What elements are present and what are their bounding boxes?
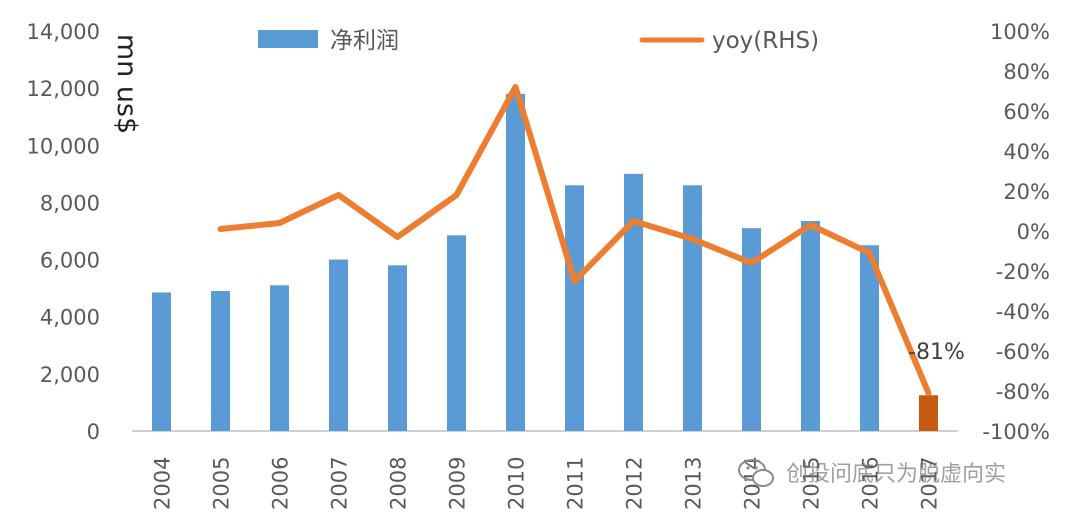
y2-tick-label: 60% <box>1003 100 1050 124</box>
y-tick-label: 8,000 <box>40 191 100 215</box>
y2-tick-label: 80% <box>1003 60 1050 84</box>
y2-tick-label: 40% <box>1003 140 1050 164</box>
legend: 净利润 yoy(RHS) <box>258 28 819 54</box>
bar-2007 <box>329 259 348 431</box>
yoy-point-2005 <box>219 227 222 231</box>
yoy-point-2017 <box>927 391 930 395</box>
bar-2016 <box>860 245 879 431</box>
x-tick-label: 2017 <box>918 457 942 510</box>
y2-tick-label: 20% <box>1003 180 1050 204</box>
y2-tick-label: -100% <box>982 420 1050 444</box>
x-tick-label: 2013 <box>682 457 706 510</box>
watermark-text: 创投问底只为脱虚向实 <box>786 462 1006 487</box>
bar-2010 <box>506 93 525 431</box>
yoy-point-2006 <box>278 221 281 225</box>
bar-2017 <box>919 395 938 431</box>
yoy-point-2009 <box>455 193 458 197</box>
yoy-point-2008 <box>396 235 399 239</box>
bar-2005 <box>211 291 230 431</box>
bar-2015 <box>801 221 820 431</box>
y2-tick-label: -80% <box>996 380 1050 404</box>
watermark: 创投问底只为脱虚向实 <box>738 459 1006 487</box>
y2-tick-label: -60% <box>996 340 1050 364</box>
y-tick-label: 0 <box>87 420 100 444</box>
bar-2013 <box>683 185 702 431</box>
wechat-icon <box>738 459 774 487</box>
yoy-point-2015 <box>809 223 812 227</box>
x-tick-label: 2007 <box>328 457 352 510</box>
yoy-point-2011 <box>573 279 576 283</box>
bar-2006 <box>270 285 289 431</box>
bar-series <box>152 93 938 431</box>
bar-2004 <box>152 292 171 431</box>
yoy-point-2016 <box>868 251 871 255</box>
yoy-point-2013 <box>691 237 694 241</box>
annotation-label: -81% <box>908 340 965 365</box>
x-tick-label: 2012 <box>623 457 647 510</box>
right-axis-ticks: -100% -80% -60% -40% -20% 0% 20% 40% 60% 80% 100% <box>982 20 1050 444</box>
yoy-point-2010 <box>514 85 517 89</box>
yoy-point-2014 <box>750 261 753 265</box>
legend-swatch-bar <box>258 30 318 48</box>
line-series <box>217 84 932 396</box>
y-tick-label: 4,000 <box>40 306 100 330</box>
bar-2009 <box>447 235 466 431</box>
x-tick-label: 2015 <box>800 457 824 510</box>
y2-tick-label: 0% <box>1017 220 1050 244</box>
bar-2008 <box>388 265 407 431</box>
bar-2012 <box>624 173 643 431</box>
y-axis-label: mn us$ <box>111 34 142 134</box>
left-axis-ticks: 0 2,000 4,000 6,000 8,000 10,000 12,000 14,000 <box>27 20 100 444</box>
x-tick-label: 2008 <box>387 457 411 510</box>
y-tick-label: 14,000 <box>27 20 100 44</box>
x-tick-label: 2004 <box>151 457 175 510</box>
y-tick-label: 10,000 <box>27 134 100 158</box>
y2-tick-label: -40% <box>996 300 1050 324</box>
y-tick-label: 12,000 <box>27 77 100 101</box>
x-tick-label: 2006 <box>269 457 293 510</box>
y-tick-label: 2,000 <box>40 363 100 387</box>
yoy-point-2007 <box>337 193 340 197</box>
bar-2011 <box>565 185 584 431</box>
x-tick-label: 2016 <box>859 457 883 510</box>
y2-tick-label: -20% <box>996 260 1050 284</box>
x-tick-label: 2011 <box>564 457 588 510</box>
y2-tick-label: 100% <box>990 20 1050 44</box>
y-tick-label: 6,000 <box>40 249 100 273</box>
x-axis-ticks: 2004 2005 2006 2007 2008 2009 2010 2011 2012 2013… <box>151 457 942 510</box>
bar-2014 <box>742 228 761 431</box>
x-tick-label: 2009 <box>446 457 470 510</box>
yoy-point-2012 <box>632 219 635 223</box>
legend-label-line: yoy(RHS) <box>712 28 819 54</box>
legend-label-bar: 净利润 <box>330 28 399 54</box>
x-tick-label: 2005 <box>210 457 234 510</box>
x-tick-label: 2010 <box>505 457 529 510</box>
